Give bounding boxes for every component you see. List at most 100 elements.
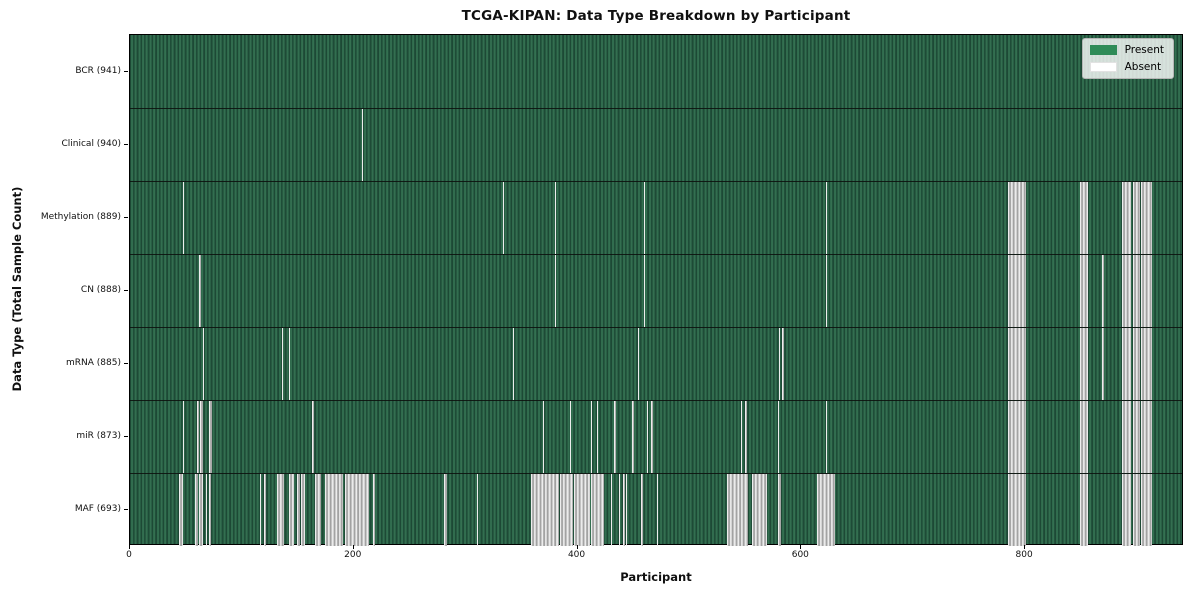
heatmap-row-miR bbox=[130, 400, 1182, 473]
absent-segment bbox=[1079, 401, 1088, 473]
absent-segment bbox=[569, 401, 571, 473]
absent-segment bbox=[646, 401, 649, 473]
absent-segment bbox=[372, 474, 376, 546]
absent-segment bbox=[1008, 401, 1027, 473]
absent-segment bbox=[590, 401, 593, 473]
y-tick-mark bbox=[124, 362, 128, 364]
absent-segment bbox=[643, 255, 645, 327]
y-tick-label-BCR: BCR (941) bbox=[75, 65, 121, 76]
legend-present-label: Present bbox=[1124, 44, 1164, 56]
absent-segment bbox=[182, 401, 184, 473]
absent-segment bbox=[1122, 328, 1132, 400]
absent-segment bbox=[264, 474, 266, 546]
absent-segment bbox=[559, 474, 574, 546]
absent-segment bbox=[1008, 328, 1027, 400]
legend: Present Absent bbox=[1081, 38, 1174, 79]
absent-segment bbox=[1141, 474, 1152, 546]
absent-segment bbox=[574, 474, 590, 546]
absent-segment bbox=[1008, 182, 1027, 254]
absent-segment bbox=[1079, 182, 1088, 254]
absent-segment bbox=[637, 328, 640, 400]
absent-segment bbox=[740, 401, 743, 473]
x-tick-mark bbox=[129, 545, 130, 549]
y-tick-label-miR: miR (873) bbox=[76, 430, 121, 441]
y-tick-label-Methylation: Methylation (889) bbox=[40, 211, 121, 222]
absent-segment bbox=[632, 401, 634, 473]
absent-segment bbox=[555, 182, 557, 254]
y-tick-mark bbox=[124, 508, 128, 510]
absent-segment bbox=[542, 401, 545, 473]
absent-segment bbox=[324, 474, 343, 546]
absent-segment bbox=[1079, 474, 1088, 546]
absent-segment bbox=[512, 328, 514, 400]
legend-item-present: Present bbox=[1089, 44, 1164, 56]
absent-segment bbox=[641, 474, 643, 546]
absent-segment bbox=[1122, 182, 1132, 254]
absent-segment bbox=[745, 401, 747, 473]
absent-segment bbox=[1141, 255, 1152, 327]
absent-segment bbox=[296, 474, 301, 546]
x-tick-label-600: 600 bbox=[791, 550, 809, 560]
absent-segment bbox=[1132, 401, 1141, 473]
absent-segment bbox=[596, 401, 598, 473]
heatmap-row-MAF bbox=[130, 473, 1182, 546]
absent-segment bbox=[752, 474, 767, 546]
x-tick-label-200: 200 bbox=[344, 550, 362, 560]
absent-segment bbox=[623, 474, 625, 546]
absent-segment bbox=[444, 474, 447, 546]
absent-segment bbox=[182, 182, 184, 254]
absent-segment bbox=[288, 474, 295, 546]
absent-segment bbox=[1122, 255, 1132, 327]
absent-segment bbox=[1079, 328, 1088, 400]
x-tick-mark bbox=[800, 545, 802, 549]
legend-absent-label: Absent bbox=[1124, 61, 1162, 73]
heatmap-row-Methylation bbox=[130, 181, 1182, 254]
y-tick-mark bbox=[124, 435, 128, 437]
absent-segment bbox=[1141, 401, 1152, 473]
absent-segment bbox=[1141, 328, 1152, 400]
absent-segment bbox=[209, 401, 212, 473]
absent-segment bbox=[361, 109, 363, 181]
y-axis-label: Data Type (Total Sample Count) bbox=[10, 186, 24, 392]
y-tick-mark bbox=[124, 70, 128, 72]
y-tick-mark bbox=[124, 216, 128, 218]
absent-segment bbox=[614, 401, 616, 473]
absent-segment bbox=[476, 474, 479, 546]
plot-area: Present Absent bbox=[129, 34, 1183, 546]
absent-segment bbox=[1008, 474, 1027, 546]
x-tick-mark bbox=[576, 545, 578, 549]
absent-segment bbox=[817, 474, 835, 546]
absent-segment bbox=[344, 474, 370, 546]
absent-segment bbox=[199, 255, 201, 327]
absent-segment bbox=[179, 474, 183, 546]
y-tick-label-CN: CN (888) bbox=[80, 284, 121, 295]
absent-segment bbox=[276, 474, 285, 546]
absent-segment bbox=[301, 474, 305, 546]
x-tick-label-0: 0 bbox=[126, 550, 132, 560]
y-tick-label-Clinical: Clinical (940) bbox=[61, 138, 121, 149]
absent-segment bbox=[1132, 182, 1141, 254]
absent-segment bbox=[778, 328, 781, 400]
absent-segment bbox=[1132, 255, 1141, 327]
x-axis-label: Participant bbox=[620, 570, 692, 584]
absent-segment bbox=[1141, 182, 1152, 254]
absent-segment bbox=[1132, 474, 1141, 546]
absent-segment bbox=[1079, 255, 1088, 327]
absent-segment bbox=[1102, 255, 1104, 327]
heatmap-row-BCR bbox=[130, 35, 1182, 108]
absent-segment bbox=[1008, 255, 1027, 327]
absent-segment bbox=[206, 474, 208, 546]
absent-segment bbox=[1132, 328, 1141, 400]
absent-segment bbox=[651, 401, 653, 473]
absent-segment bbox=[288, 328, 291, 400]
absent-segment bbox=[530, 474, 559, 546]
x-tick-label-800: 800 bbox=[1015, 550, 1033, 560]
absent-segment bbox=[1102, 328, 1104, 400]
x-tick-mark bbox=[1024, 545, 1026, 549]
absent-segment bbox=[194, 474, 199, 546]
legend-item-absent: Absent bbox=[1089, 61, 1164, 73]
absent-segment bbox=[209, 474, 211, 546]
absent-segment bbox=[555, 255, 557, 327]
absent-segment bbox=[502, 182, 504, 254]
